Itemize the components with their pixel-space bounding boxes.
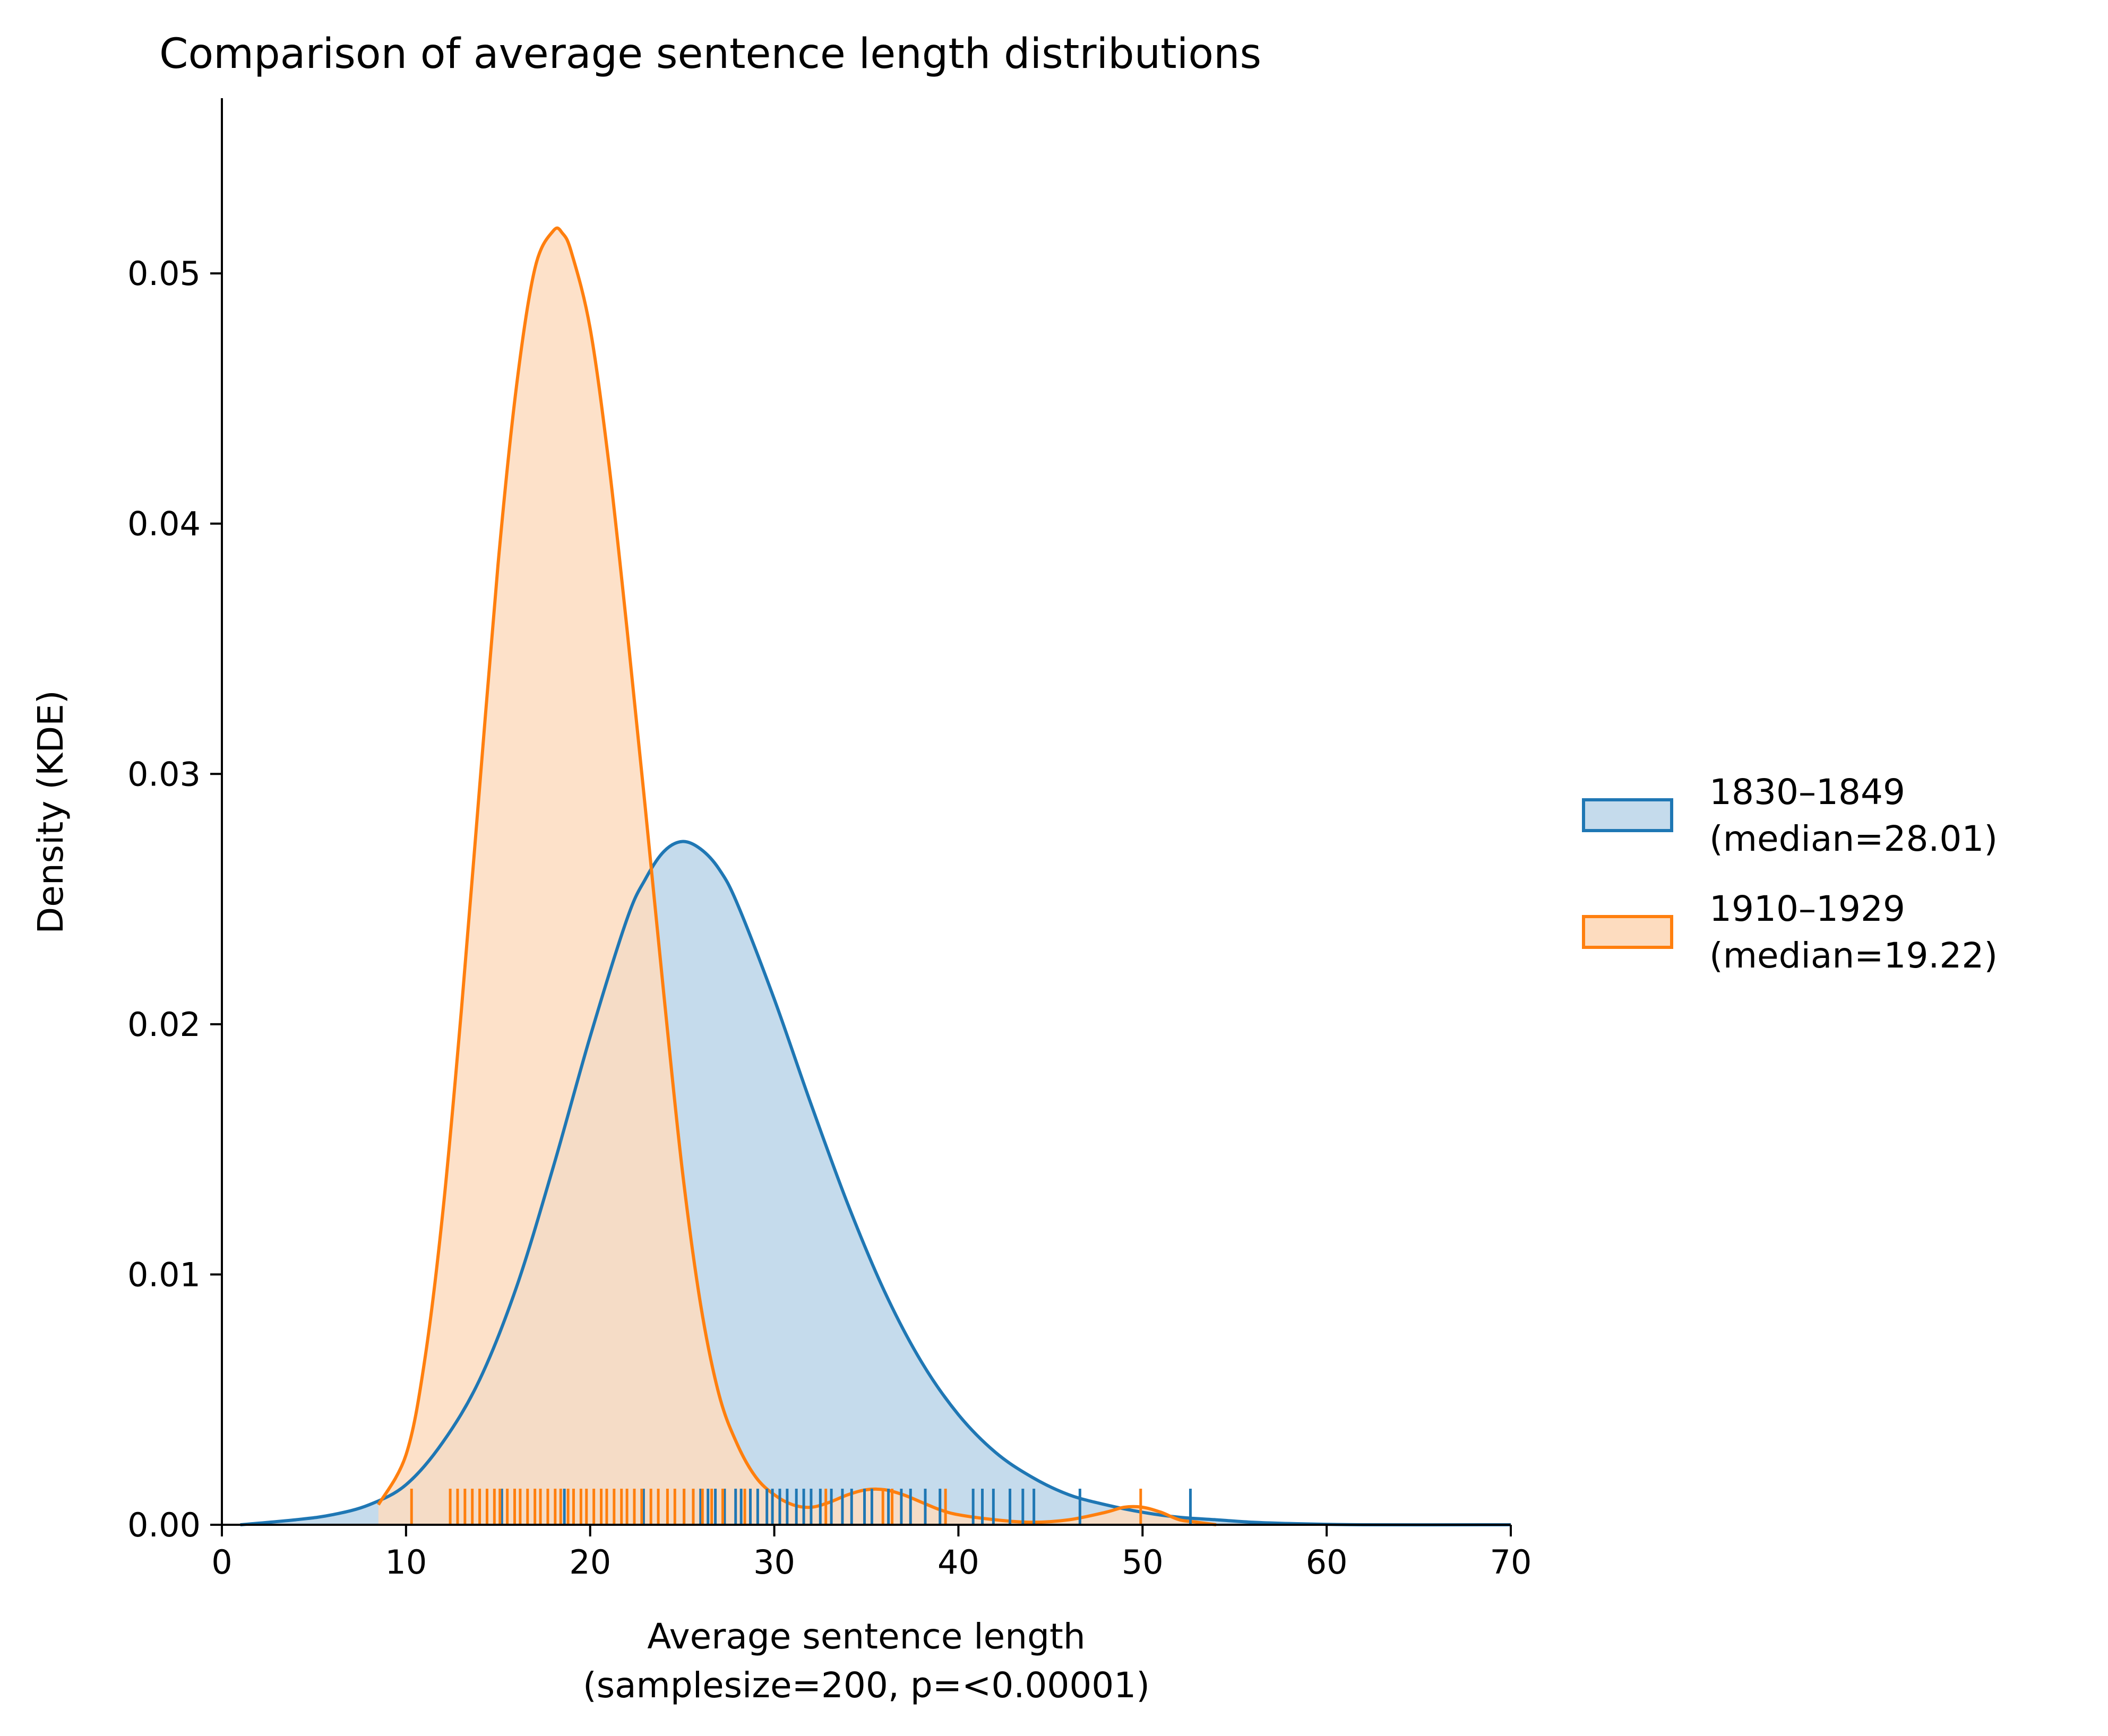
x-tick-label: 40 — [937, 1543, 979, 1582]
x-tick-label: 60 — [1306, 1543, 1348, 1582]
y-ticks: 0.00 0.01 0.02 0.03 0.04 0.05 — [127, 254, 222, 1544]
legend-label-series-2: 1910–1929 — [1709, 888, 1905, 929]
x-tick-label: 50 — [1122, 1543, 1164, 1582]
legend-label-series-1: 1830–1849 — [1709, 772, 1905, 813]
kde-area-series-2 — [378, 228, 1216, 1525]
y-tick-label: 0.01 — [127, 1255, 201, 1294]
y-tick-label: 0.00 — [127, 1506, 201, 1544]
kde-areas — [240, 226, 1511, 1527]
x-tick-label: 10 — [385, 1543, 427, 1582]
axes: 0 10 20 30 40 50 60 70 0.00 0.01 0.02 0.03 0.04 0.05 — [127, 98, 1531, 1582]
legend-sublabel-series-1: (median=28.01) — [1709, 818, 1998, 859]
y-tick-label: 0.05 — [127, 254, 201, 293]
y-axis-label: Density (KDE) — [30, 690, 71, 934]
kde-line-series-2 — [377, 226, 1217, 1526]
kde-line-series-1 — [240, 840, 1511, 1527]
x-tick-label: 20 — [569, 1543, 611, 1582]
y-tick-label: 0.04 — [127, 505, 201, 543]
rug-marks — [410, 1489, 1192, 1525]
legend: 1830–1849 (median=28.01) 1910–1929 (median=… — [1582, 772, 1998, 976]
x-tick-label: 30 — [753, 1543, 795, 1582]
x-tick-label: 70 — [1490, 1543, 1532, 1582]
chart-title: Comparison of average sentence length di… — [159, 30, 1261, 78]
x-axis-label-line2: (samplesize=200, p=<0.00001) — [583, 1665, 1150, 1706]
x-axis-label: Average sentence length — [647, 1616, 1085, 1657]
legend-swatch-series-2 — [1582, 915, 1673, 949]
y-tick-label: 0.02 — [127, 1005, 201, 1044]
legend-swatch-series-1 — [1582, 798, 1673, 832]
x-tick-label: 0 — [211, 1543, 232, 1582]
legend-sublabel-series-2: (median=19.22) — [1709, 935, 1998, 976]
y-tick-label: 0.03 — [127, 755, 201, 793]
x-ticks: 0 10 20 30 40 50 60 70 — [211, 1525, 1531, 1582]
